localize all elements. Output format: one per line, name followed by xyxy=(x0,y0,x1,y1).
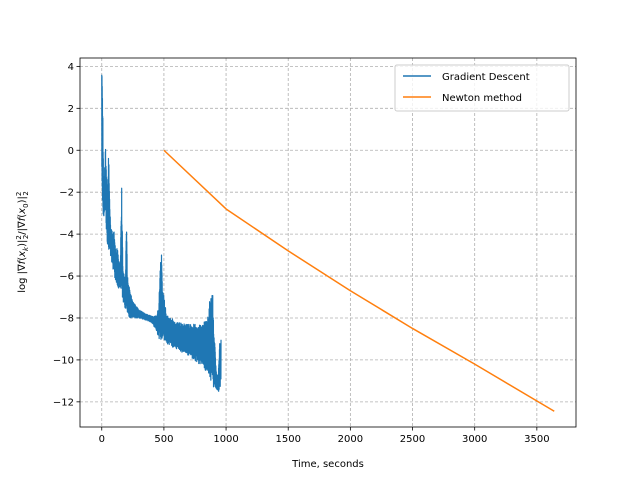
y-axis-label: log |∇f(xk)|22/|∇f(x0)|22 xyxy=(15,191,30,293)
series-line-gradient-descent xyxy=(101,74,222,392)
x-tick-label: 3000 xyxy=(462,434,487,445)
plot-background xyxy=(80,58,576,427)
y-tick-label: −6 xyxy=(59,272,74,283)
y-tick-label: −10 xyxy=(53,355,74,366)
x-tick-label: 1500 xyxy=(275,434,300,445)
x-tick-label: 1000 xyxy=(213,434,238,445)
series-layer xyxy=(101,74,555,412)
legend-label-gradient-descent: Gradient Descent xyxy=(442,72,530,83)
series-line-newton-method xyxy=(163,149,555,412)
grid xyxy=(80,58,576,427)
x-tick-label: 3500 xyxy=(524,434,549,445)
legend-box xyxy=(394,64,570,112)
y-ticks: −12 −10 −8 −6 −4 −2 0 2 4 xyxy=(53,62,80,408)
y-tick-label: −4 xyxy=(59,230,74,241)
y-tick-label: 4 xyxy=(68,62,74,73)
x-tick-label: 500 xyxy=(154,434,173,445)
y-tick-label: 0 xyxy=(68,146,74,157)
y-tick-label: 2 xyxy=(68,104,74,115)
x-ticks: 0 500 1000 1500 2000 2500 3000 3500 xyxy=(99,427,550,445)
legend: Gradient Descent Newton method xyxy=(394,64,570,112)
x-tick-label: 2000 xyxy=(338,434,363,445)
plot-frame xyxy=(79,57,577,428)
x-axis-label: Time, seconds xyxy=(291,459,364,470)
x-tick-label: 2500 xyxy=(400,434,425,445)
y-tick-label: −12 xyxy=(53,397,74,408)
y-tick-label: −2 xyxy=(59,188,74,199)
y-tick-label: −8 xyxy=(59,313,74,324)
legend-label-newton-method: Newton method xyxy=(442,93,522,104)
x-tick-label: 0 xyxy=(99,434,105,445)
